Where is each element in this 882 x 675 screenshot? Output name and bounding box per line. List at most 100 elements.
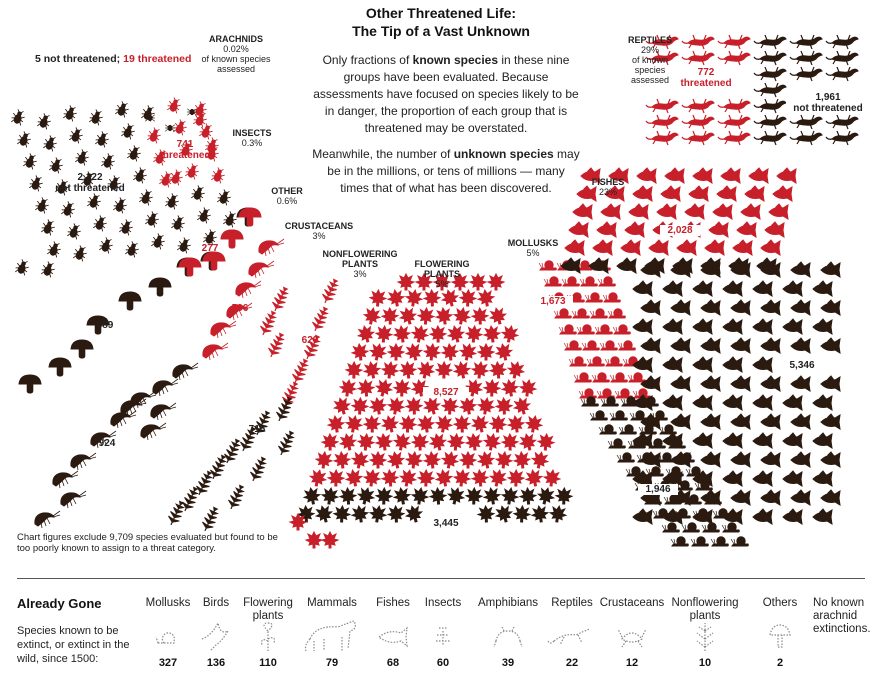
fern-icon: [178, 485, 202, 515]
maple-leaf-icon: [373, 377, 395, 399]
fish-icon: [760, 413, 781, 430]
maple-leaf-icon: [405, 397, 423, 415]
beetle-icon: [9, 107, 27, 127]
maple-leaf-icon: [555, 487, 573, 505]
fish-icon: [752, 318, 773, 335]
maple-leaf-icon: [507, 469, 525, 487]
maple-leaf-icon: [403, 503, 425, 525]
fish-icon: [730, 413, 751, 430]
maple-leaf-icon: [416, 414, 436, 434]
fish-icon: [752, 508, 773, 525]
maple-leaf-icon: [392, 324, 412, 344]
beetle-icon: [165, 95, 183, 115]
lizard-icon: [753, 114, 787, 130]
beetle-icon: [111, 195, 129, 215]
fish-icon: [764, 221, 785, 238]
beetle-icon: [39, 217, 57, 237]
beetle-icon: [195, 205, 213, 225]
maple-leaf-icon: [379, 413, 401, 435]
arachnids-note: of known species assessed: [201, 54, 271, 74]
already-gone-title: Already Gone: [17, 596, 102, 611]
maple-leaf-icon: [487, 273, 505, 291]
fern-icon: [318, 277, 342, 307]
gone-name-others: Others: [762, 597, 798, 609]
maple-leaf-icon: [386, 396, 406, 416]
lizard-icon: [645, 114, 679, 130]
maple-leaf-icon: [333, 505, 351, 523]
fish-icon: [592, 239, 613, 256]
flowering-not-threatened-label: 3,445: [423, 518, 469, 529]
snail-icon: [710, 536, 729, 547]
fern-icon: [198, 505, 222, 535]
crustaceans-not-threatened-label: 924: [98, 438, 116, 449]
fern-icon: [264, 331, 288, 361]
fish-icon: [620, 239, 641, 256]
mushroom-icon: [70, 339, 94, 359]
flower-outline-icon: [261, 622, 275, 651]
maple-leaf-icon: [452, 360, 472, 380]
maple-leaf-icon: [530, 450, 550, 470]
snail-icon: [589, 308, 608, 319]
mushroom-icon: [178, 257, 202, 277]
maple-leaf-icon: [387, 505, 405, 523]
maple-leaf-icon: [363, 415, 381, 433]
beetle-icon: [65, 221, 83, 241]
fish-icon: [656, 203, 677, 220]
maple-leaf-icon: [350, 504, 370, 524]
maple-leaf-icon: [464, 324, 484, 344]
gone-count: 10: [698, 657, 712, 669]
maple-leaf-icon: [500, 324, 520, 344]
snail-icon: [543, 276, 562, 287]
snail-icon: [690, 536, 709, 547]
maple-leaf-icon: [452, 306, 472, 326]
lizard-icon: [753, 50, 787, 66]
insects-name: INSECTS: [232, 128, 272, 138]
fish-icon: [560, 257, 581, 274]
snail-icon: [561, 276, 580, 287]
arachnid-threatened: 19 threatened: [123, 53, 192, 65]
fern-icon: [256, 309, 280, 339]
fish-icon: [720, 167, 741, 184]
maple-leaf-icon: [305, 531, 323, 549]
fish-icon: [564, 239, 585, 256]
fish-icon: [670, 413, 691, 430]
fish-icon: [700, 451, 721, 468]
maple-leaf-icon: [536, 432, 556, 452]
shrimp-icon: [34, 510, 61, 529]
beetle-icon: [113, 99, 131, 119]
fish-icon: [782, 470, 803, 487]
fish-icon: [640, 337, 661, 354]
fish-outline-icon: [378, 626, 408, 648]
maple-leaf-icon: [501, 433, 519, 451]
maple-leaf-icon: [530, 504, 550, 524]
beetle-icon: [169, 213, 187, 233]
lizard-outline-icon: [547, 628, 591, 646]
fish-icon: [752, 356, 773, 373]
lizard-icon: [681, 50, 715, 66]
maple-leaf-icon: [326, 414, 346, 434]
maple-leaf-icon: [441, 397, 459, 415]
fish-icon: [636, 167, 657, 184]
flowering-name-1: FLOWERING: [414, 259, 470, 269]
fishes-pct: 23%: [598, 187, 617, 197]
maple-leaf-icon: [338, 378, 358, 398]
snail-icon: [571, 308, 590, 319]
arachnids-pct: 0.02%: [223, 44, 249, 54]
maple-leaf-icon: [446, 432, 466, 452]
fish-icon: [684, 203, 705, 220]
other-threatened-label: 277: [201, 243, 219, 254]
maple-leaf-icon: [471, 307, 489, 325]
beetle-icon: [117, 217, 135, 237]
title-line-1: Other Threatened Life:: [365, 5, 517, 21]
fish-icon: [722, 470, 743, 487]
flowering-header: FLOWERING PLANTS 5%: [405, 259, 479, 289]
fish-icon: [670, 451, 691, 468]
gone-name-reptiles: Reptiles: [551, 597, 593, 609]
fern-outline-icon: [696, 623, 714, 651]
maple-leaf-icon: [356, 378, 376, 398]
nonflowering-pct: 3%: [353, 269, 367, 279]
fish-icon: [748, 167, 769, 184]
fish-icon: [688, 185, 709, 202]
snail-icon: [589, 410, 608, 421]
maple-leaf-icon: [362, 360, 382, 380]
